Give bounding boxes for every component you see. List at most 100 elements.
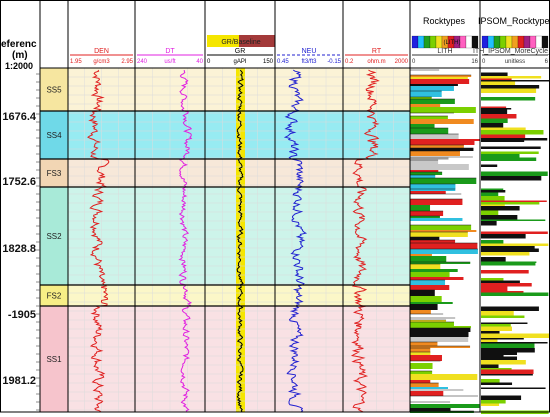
ipsom-legend-swatch [487,35,495,49]
ipsom-column [481,68,550,414]
ipsom-bed [481,291,524,293]
zone-label-fs3: FS3 [47,169,62,178]
ipsom-bed [481,395,522,400]
lith-bed [410,342,438,346]
lith-bed [410,145,464,148]
lith-bed [410,262,471,264]
ipsom-bed [481,368,512,370]
lith-bed [410,124,435,128]
ipsom-bed [481,149,518,152]
track-unit-gr: gAPI [233,59,246,65]
depth-label: eferenc [1,39,37,50]
ipsom-legend-swatch [541,35,549,49]
zone-band-ss1 [40,306,68,412]
ipsom-bed [481,215,518,220]
ipsom-bed [481,97,536,101]
lith-bed [410,404,480,408]
lith-bed [410,199,463,205]
ipsom-bed [481,206,520,211]
lith-bed [410,310,431,314]
ipsom-bed [481,318,540,323]
track-label-gr: GR [235,48,246,55]
track-max-lith: 16 [471,59,478,65]
lith-bed [410,218,463,221]
ipsom-bed [481,403,500,406]
track-unit-den: g/cm3 [93,59,110,65]
ipsom-bed [481,157,537,161]
lith-bed [410,216,440,218]
zone-boundaries [40,110,410,307]
ipsom-bed [481,265,526,270]
ipsom-title: IPSOM_Rocktypes [478,16,550,26]
ipsom-bed [481,273,514,278]
lith-bed [410,277,464,280]
lith-bed [410,189,456,191]
lith-legend-swatch [471,35,479,49]
ipsom-bed [481,343,535,348]
lith-bed [410,170,439,172]
ipsom-bed [481,355,504,357]
lith-bed [410,172,443,175]
lith-bed [410,318,456,320]
track-min-gr: 0 [207,59,211,65]
lith-column [410,68,480,413]
lith-legend-tag: (LITH) [444,40,461,46]
ipsom-bed [481,76,542,79]
gr-banner-label: GR/Baseline [221,39,260,46]
ipsom-bed [481,348,535,353]
ipsom-legend-swatch [535,35,543,49]
zone-band-fs3 [40,159,68,187]
lith-bed [410,70,440,75]
lith-bed [410,320,447,322]
lith-bed [410,156,473,158]
gr-yellow-band [236,68,245,412]
zone-label-ss4: SS4 [46,131,62,140]
lith-bed [410,402,451,404]
ipsom-bed [481,109,508,114]
lith-bed [410,374,478,380]
ipsom-legend-swatch [517,35,525,49]
ipsom-bed [481,387,546,389]
ipsom-bed [481,364,499,368]
zone-band-ss2 [40,187,68,285]
zone-ss4 [40,111,410,159]
lith-bed [410,113,454,116]
lith-bed [410,302,453,304]
curve-layer [87,69,380,413]
ipsom-bed [481,356,518,360]
lith-bed [410,337,469,342]
ipsom-bed [481,360,526,365]
zone-band-ss5 [40,68,68,111]
ipsom-bed [481,369,534,374]
ipsom-legend-swatch [505,35,513,49]
rocktypes-title: Rocktypes [423,16,466,26]
ipsom-bed [481,80,550,82]
ipsom-bed [481,210,499,215]
lith-bed [410,296,442,302]
lith-bed [410,322,454,326]
ipsom-bed [481,296,497,300]
track-unit-ipsom: unitless [505,59,525,65]
lith-bed [410,160,439,164]
lith-bed [410,211,444,216]
lith-bed [410,332,469,337]
ipsom-bed [481,263,536,266]
lith-bed [410,91,442,97]
ipsom-bed [481,280,520,283]
lith-bed [410,230,477,232]
gr-banner-baseline [239,35,275,47]
lith-bed [410,225,472,230]
depth-ticks: 1676.4 1752.6 1828.8 -1905 1981.2 [2,73,40,411]
zone-label-ss5: SS5 [46,86,62,95]
ipsom-bed [481,171,548,176]
ipsom-bed [481,72,508,76]
ipsom-bed [481,234,526,239]
ipsom-bed [481,151,539,154]
lith-bed [410,237,440,240]
ipsom-bed [481,81,516,85]
ipsom-bed [481,394,523,396]
ipsom-color-legend [481,35,549,49]
ipsom-bed [481,200,547,202]
ipsom-bed [481,85,540,89]
ipsom-bed [481,196,505,201]
